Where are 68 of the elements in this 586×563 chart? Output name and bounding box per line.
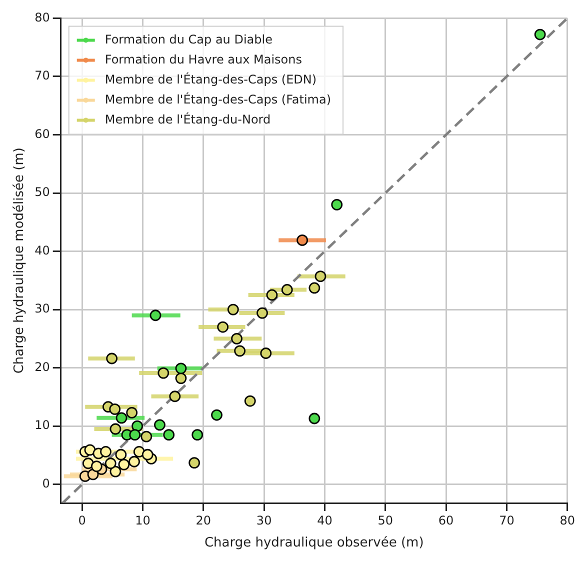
point	[211, 409, 222, 421]
x-tick-label: 20	[196, 513, 212, 528]
point	[140, 430, 152, 442]
point	[100, 446, 112, 458]
y-tick-label: 40	[34, 243, 50, 258]
point	[82, 458, 94, 470]
point	[308, 282, 320, 294]
point	[150, 310, 162, 322]
point	[110, 466, 122, 478]
x-tick-label: 50	[378, 513, 394, 528]
x-tick-label: 40	[317, 513, 332, 528]
point	[116, 412, 128, 424]
point	[115, 448, 127, 460]
point	[109, 403, 121, 415]
point	[227, 304, 239, 316]
y-tick-label: 70	[34, 68, 50, 83]
legend-label: Membre de l'Étang-du-Nord	[104, 111, 271, 126]
legend-label: Formation du Havre aux Maisons	[104, 52, 302, 66]
legend-label: Membre de l'Étang-des-Caps (EDN)	[104, 71, 317, 86]
legend-label: Membre de l'Étang-des-Caps (Fatima)	[104, 91, 332, 106]
y-tick-label: 60	[34, 126, 50, 141]
point	[163, 429, 175, 441]
point	[296, 234, 308, 246]
point	[217, 321, 229, 333]
y-tick-label: 30	[34, 302, 50, 316]
point	[169, 390, 181, 402]
point	[110, 423, 122, 435]
point	[308, 412, 320, 424]
point	[84, 444, 96, 456]
point	[154, 419, 166, 431]
y-tick-label: 10	[34, 418, 50, 432]
x-tick-label: 70	[499, 513, 514, 528]
point	[104, 458, 116, 470]
x-tick-label: 0	[78, 513, 86, 528]
point	[106, 352, 118, 364]
point	[231, 332, 242, 344]
point	[314, 270, 326, 282]
point	[158, 367, 170, 379]
x-tick-label: 10	[135, 513, 150, 528]
point	[175, 372, 187, 384]
point	[128, 456, 140, 468]
point	[234, 345, 246, 357]
point	[260, 348, 272, 359]
point	[192, 429, 204, 441]
x-tick-label: 60	[438, 513, 454, 528]
y-axis-title: Charge hydraulique modélisée (m)	[12, 148, 28, 374]
point	[244, 395, 256, 407]
point	[129, 429, 141, 441]
x-tick-label: 80	[560, 513, 576, 528]
point	[126, 406, 138, 418]
point	[142, 448, 154, 460]
point	[90, 460, 102, 472]
point	[188, 457, 200, 468]
x-tick-label: 30	[256, 513, 272, 528]
y-tick-label: 80	[34, 10, 50, 24]
point	[118, 458, 130, 470]
point	[175, 362, 187, 374]
point	[534, 28, 546, 40]
point	[281, 284, 293, 296]
point	[256, 307, 268, 319]
x-axis-title: Charge hydraulique observée (m)	[204, 536, 424, 551]
point	[132, 420, 143, 432]
y-tick-label: 0	[42, 476, 50, 490]
y-tick-label: 50	[34, 185, 50, 200]
point	[266, 289, 278, 301]
y-tick-label: 20	[34, 360, 50, 374]
point	[331, 198, 343, 210]
legend-label: Formation du Cap au Diable	[104, 32, 272, 46]
